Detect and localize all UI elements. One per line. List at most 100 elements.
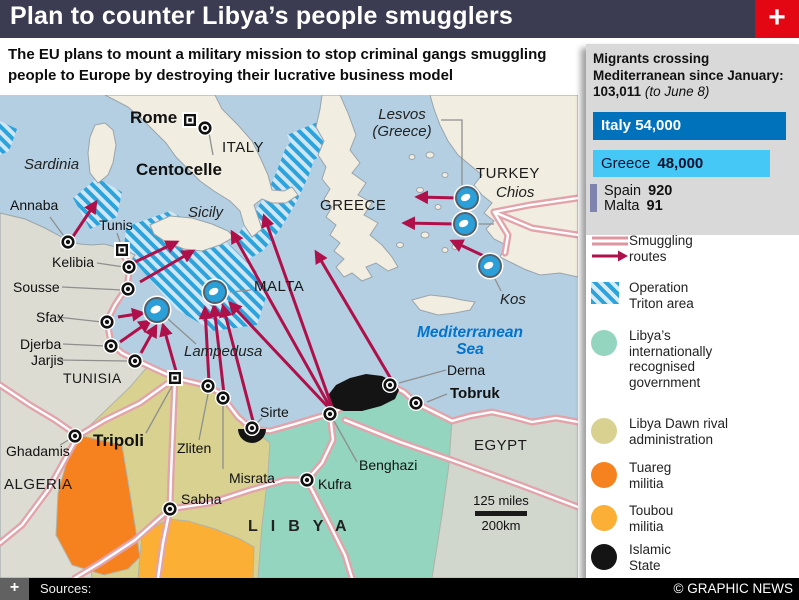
- scale-km: 200km: [481, 518, 521, 533]
- map-label-italy: ITALY: [222, 139, 264, 156]
- map-label-ghadamis: Ghadamis: [6, 443, 70, 459]
- map-label-zliten: Zliten: [177, 440, 212, 456]
- island-circle: [453, 184, 481, 212]
- map-legend: Smuggling routes Operation Triton area Lib…: [586, 233, 799, 578]
- map-canvas: [0, 95, 578, 578]
- legend-item-triton-area: Operation Triton area: [591, 280, 796, 311]
- city-marker: [408, 395, 424, 411]
- legend-label-toubou-militia: Toubou militia: [629, 503, 674, 534]
- island-circle: [201, 278, 229, 306]
- bar-italy-label: Italy: [601, 117, 632, 134]
- row-spain: Spain 920: [604, 183, 673, 199]
- land-europe: [87, 95, 578, 316]
- city-marker: [197, 120, 213, 136]
- city-marker: [120, 281, 136, 297]
- capital-marker: [114, 242, 130, 258]
- legend-item-toubou-militia: Toubou militia: [591, 503, 796, 534]
- tuareg-militia-swatch: [591, 462, 617, 488]
- header-bar: Plan to counter Libya’s people smugglers…: [0, 0, 799, 38]
- map-label-rome: Rome: [130, 108, 178, 127]
- city-marker: [322, 406, 338, 422]
- recognised-government-swatch: [591, 330, 617, 356]
- map-label-greece: GREECE: [320, 197, 387, 214]
- city-marker: [103, 338, 119, 354]
- map-label-annaba: Annaba: [10, 197, 59, 213]
- footer-plus-button[interactable]: +: [0, 578, 29, 600]
- island-circle: [476, 252, 504, 280]
- map-label-turkey: TURKEY: [476, 165, 540, 182]
- scale-miles: 125 miles: [473, 493, 529, 508]
- map-label-misrata: Misrata: [229, 470, 275, 486]
- triton-hatch-swatch: [591, 282, 619, 304]
- sidebar: Migrants crossing Mediterranean since Ja…: [586, 44, 799, 578]
- map-label-malta: MALTA: [254, 278, 305, 295]
- page-title: Plan to counter Libya’s people smugglers: [10, 2, 514, 30]
- island-highlight-circles: [142, 184, 504, 325]
- subtitle: The EU plans to mount a military mission…: [8, 46, 547, 84]
- city-marker: [127, 353, 143, 369]
- legend-label-tuareg-militia: Tuareg militia: [629, 460, 672, 491]
- sources-label: Sources:: [40, 581, 92, 596]
- map-labels: Rome Centocelle ITALY Sardinia Annaba Tunis Ke…: [0, 95, 578, 578]
- balkans-greece: [315, 95, 399, 282]
- legend-label-triton-area: Operation Triton area: [629, 280, 694, 311]
- city-marker: [121, 259, 137, 275]
- map-label-egypt: EGYPT: [474, 437, 528, 454]
- bar-greece-value: 48,000: [657, 155, 704, 172]
- map-label-sabha: Sabha: [181, 491, 222, 507]
- sardinia: [87, 122, 117, 184]
- map-label-sfax: Sfax: [36, 309, 65, 325]
- map-label-tobruk: Tobruk: [450, 385, 500, 402]
- capital-marker: [182, 112, 198, 128]
- bar-spain-malta: [590, 184, 597, 212]
- stats-heading: Migrants crossing Mediterranean since Ja…: [593, 51, 784, 83]
- legend-label-recognised-government: Libya’s internationally recognised gover…: [629, 328, 713, 390]
- legend-item-recognised-government: Libya’s internationally recognised gover…: [591, 328, 796, 390]
- map-label-djerba: Djerba: [20, 336, 62, 352]
- map-label-tripoli: Tripoli: [93, 431, 144, 450]
- scale-bar: [475, 511, 527, 516]
- map-label-algeria: ALGERIA: [4, 476, 73, 493]
- map-label-libya: LIBYA: [248, 518, 360, 535]
- footer-bar: + Sources: © GRAPHIC NEWS: [0, 578, 799, 600]
- map-label-kelibia: Kelibia: [52, 254, 95, 270]
- map-label-sardinia: Sardinia: [24, 156, 80, 173]
- map-label-sirte: Sirte: [260, 404, 289, 420]
- city-marker: [67, 428, 83, 444]
- map-label-centocelle: Centocelle: [136, 160, 222, 179]
- map-label-jarjis: Jarjis: [31, 352, 64, 368]
- islamic-state-swatch: [591, 544, 617, 570]
- expand-plus-button[interactable]: +: [755, 0, 799, 38]
- city-marker: [299, 472, 315, 488]
- map-label-tunisia: TUNISIA: [63, 370, 122, 386]
- toubou-militia-swatch: [591, 505, 617, 531]
- city-marker: [200, 378, 216, 394]
- legend-item-islamic-state: Islamic State: [591, 542, 796, 573]
- legend-label-smuggling-routes: Smuggling routes: [629, 233, 693, 264]
- legend-item-smuggling-routes: Smuggling routes: [591, 233, 796, 268]
- region-tuareg: [55, 434, 141, 576]
- city-marker: [162, 501, 178, 517]
- stats-total: 103,011: [593, 84, 642, 99]
- stats-note: (to June 8): [644, 84, 710, 99]
- city-marker: [215, 390, 231, 406]
- map-label-kufra: Kufra: [318, 476, 352, 492]
- capital-marker: [167, 370, 183, 386]
- row-malta: Malta 91: [604, 198, 663, 214]
- city-marker: [60, 234, 76, 250]
- legend-label-islamic-state: Islamic State: [629, 542, 672, 573]
- map-label-lesvos: Lesvos (Greece): [372, 106, 432, 140]
- map-label-chios: Chios: [496, 184, 535, 201]
- legend-label-libya-dawn: Libya Dawn rival administration: [629, 416, 729, 447]
- bar-greece-label: Greece: [601, 155, 651, 172]
- city-marker: [99, 314, 115, 330]
- bar-greece: Greece 48,000: [593, 150, 770, 177]
- legend-item-libya-dawn: Libya Dawn rival administration: [591, 416, 796, 447]
- credit: © GRAPHIC NEWS: [673, 581, 793, 596]
- city-marker: [382, 377, 398, 393]
- mediterranean-map: Rome Centocelle ITALY Sardinia Annaba Tunis Ke…: [0, 95, 578, 578]
- stats-total-line: 103,011 (to June 8): [593, 84, 709, 99]
- island-circle: [142, 295, 172, 325]
- map-label-sicily: Sicily: [188, 204, 224, 221]
- smuggling-route-swatch: [591, 235, 629, 268]
